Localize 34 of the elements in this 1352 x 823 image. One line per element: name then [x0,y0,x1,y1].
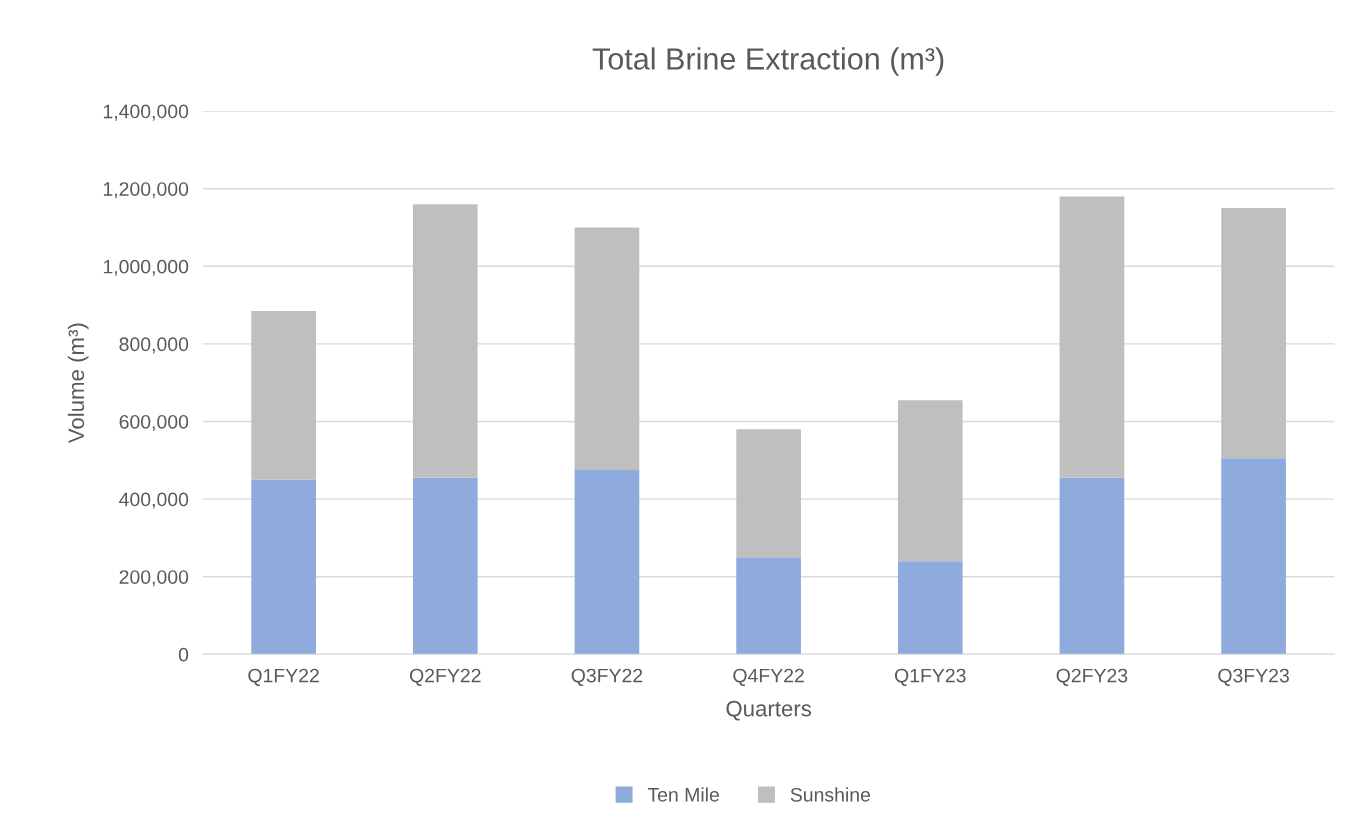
bar [1221,208,1286,459]
bar [736,429,801,558]
y-axis-title: Volume (m³) [67,323,89,444]
y-tick-label: 1,400,000 [103,104,189,121]
y-tick-label: 0 [178,647,189,662]
bar [574,469,640,655]
x-tick-label: Q2FY22 [410,668,481,686]
x-tick-label: Q1FY23 [894,668,966,686]
bar [251,310,316,480]
legend-label: Sunshine [790,787,871,802]
x-axis-title: Quarters [726,700,812,721]
bar [897,561,963,655]
y-tick-label: 1,200,000 [103,182,189,199]
x-tick-label: Q2FY23 [1056,668,1128,686]
x-tick-label: Q3FY22 [571,668,643,686]
y-tick-label: 1,000,000 [103,259,189,276]
bar [251,479,316,655]
bar [1059,477,1125,655]
bar [736,557,801,655]
y-tick-label: 600,000 [119,414,189,432]
bar [897,400,963,562]
legend-label: Ten Mile [647,787,719,802]
bar [574,227,640,470]
bar [412,204,478,478]
x-tick-label: Q3FY23 [1218,668,1289,686]
x-tick-label: Q4FY22 [733,668,804,686]
x-tick-label: Q1FY22 [248,668,319,686]
y-tick-label: 200,000 [119,570,189,587]
y-tick-label: 400,000 [119,492,189,509]
chart-title: Total Brine Extraction (m³) [592,47,944,76]
bar [412,477,478,655]
y-tick-label: 800,000 [119,337,189,354]
bar [1059,196,1125,478]
bar [1221,458,1286,655]
